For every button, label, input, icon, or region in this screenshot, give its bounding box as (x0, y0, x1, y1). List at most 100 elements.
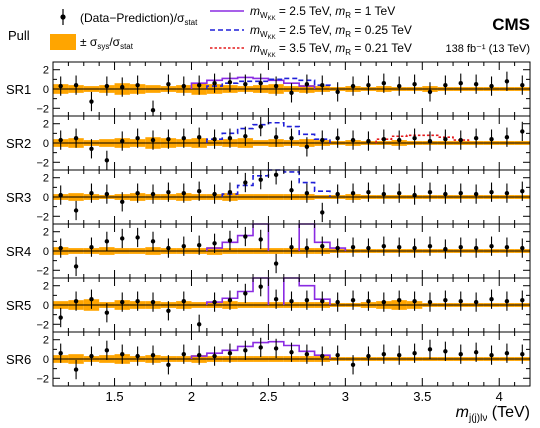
y-tick-label: 0 (43, 300, 49, 312)
pull-point (366, 82, 371, 88)
signal-sig3-line (375, 134, 470, 143)
x-axis: 1.5 2 2.5 3 3.5 4 (106, 389, 503, 404)
pull-point (427, 299, 433, 305)
pull-point (243, 180, 248, 185)
pull-point (473, 135, 479, 141)
pull-point (212, 241, 217, 246)
pull-point (120, 84, 125, 90)
pull-point (458, 298, 463, 304)
pull-point (397, 190, 402, 196)
signal-sig1-line (206, 223, 347, 251)
region-label: SR5 (6, 298, 31, 313)
y-tick-label: 0 (43, 192, 49, 204)
y-tick-label: 2 (43, 227, 49, 239)
pull-point (104, 191, 110, 197)
panels: −202SR1−202SR2−202SR3−202SR4−202SR5−202S… (6, 61, 531, 387)
pull-point (520, 245, 525, 251)
region-label: SR6 (6, 352, 31, 367)
pull-point (504, 135, 510, 140)
pull-point (212, 353, 217, 359)
y-tick-label: −2 (36, 157, 49, 169)
pull-point (473, 299, 479, 305)
y-tick-label: 0 (43, 84, 49, 96)
region-label: SR4 (6, 244, 31, 259)
legend-band-text: ± σsys/σstat (80, 35, 134, 51)
pull-point (489, 297, 494, 302)
y-tick-label: −2 (36, 103, 49, 115)
pull-point (458, 351, 463, 357)
pull-point (273, 135, 279, 140)
pull-point (304, 81, 310, 87)
pull-point (273, 83, 279, 89)
region-label: SR3 (6, 190, 31, 205)
pull-point (320, 137, 325, 143)
pull-point (243, 291, 248, 296)
pull-point (520, 351, 525, 357)
pull-point (412, 192, 417, 198)
pull-point (335, 135, 340, 141)
pull-point (104, 310, 110, 315)
pull-point (335, 89, 340, 95)
pull-point (427, 347, 433, 352)
pull-point (150, 239, 156, 244)
panel-sr5: −2 0 2 SR5 (6, 277, 531, 333)
pull-point (227, 351, 233, 356)
pull-point (273, 297, 279, 302)
pull-point (427, 243, 433, 249)
pull-point (304, 351, 310, 357)
pull-point (58, 137, 63, 143)
pull-point (166, 136, 171, 142)
pull-point (120, 199, 125, 205)
pull-point (397, 83, 402, 89)
legend: Pull (Data−Prediction)/σstat ± σsys/σsta… (8, 4, 530, 59)
pull-point (366, 353, 371, 359)
pull-point (212, 136, 217, 142)
legend-sig2-text: mWKK = 2.5 TeV, mR = 0.25 TeV (250, 23, 412, 41)
pull-point (73, 298, 79, 304)
lumi-label: 138 fb⁻¹ (13 TeV) (446, 43, 530, 55)
pull-point (73, 135, 79, 141)
pull-point (135, 135, 140, 141)
pull-point (166, 308, 171, 313)
pull-point (489, 136, 494, 142)
experiment-label: CMS (492, 15, 530, 34)
y-tick-label: −2 (36, 211, 49, 223)
pull-point (366, 189, 371, 195)
pull-point (258, 81, 263, 86)
pull-point (58, 245, 63, 251)
pull-point (104, 239, 110, 244)
pull-point (258, 345, 263, 350)
pull-point (196, 189, 202, 194)
pull-point (504, 190, 510, 196)
pull-point (397, 297, 402, 303)
pull-point (120, 299, 125, 305)
y-tick-label: 2 (43, 65, 49, 77)
pull-point (196, 322, 202, 327)
pull-point (350, 362, 356, 367)
pull-point (181, 243, 186, 249)
pull-point (150, 299, 156, 305)
y-tick-label: 2 (43, 335, 49, 347)
y-tick-label: −2 (36, 319, 49, 331)
y-tick-label: 0 (43, 354, 49, 366)
panel-sr1: −2 0 2 SR1 (6, 61, 531, 117)
pull-point (381, 351, 387, 357)
y-tick-label: 2 (43, 173, 49, 185)
pull-point (504, 79, 510, 84)
legend-sig3-text: mWKK = 3.5 TeV, mR = 0.21 TeV (250, 41, 412, 59)
pull-point (273, 346, 279, 351)
pull-point (58, 315, 63, 320)
pull-point (350, 83, 356, 89)
x-tick-label: 3.5 (413, 389, 431, 404)
pull-point (89, 244, 94, 250)
y-tick-label: 2 (43, 119, 49, 131)
pull-point (289, 90, 294, 96)
pull-point (212, 191, 217, 197)
pull-point (104, 158, 110, 163)
pull-point (181, 351, 186, 357)
pull-point (489, 243, 494, 249)
pull-point (135, 353, 140, 359)
pull-point (443, 82, 448, 88)
x-tick-label: 4 (496, 389, 503, 404)
pull-point (150, 137, 156, 143)
